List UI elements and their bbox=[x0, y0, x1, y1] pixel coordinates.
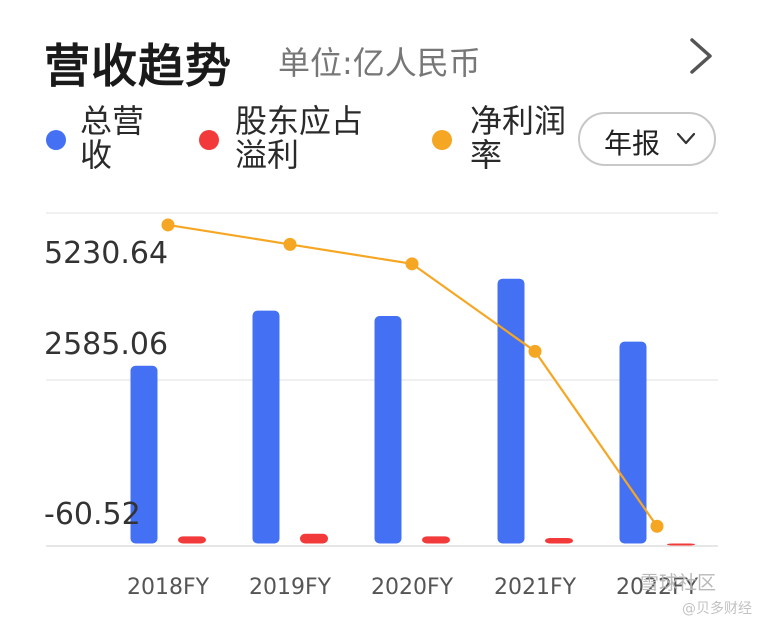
x-tick-label: 2022FY bbox=[616, 575, 699, 600]
y-tick-label: -60.52 bbox=[44, 497, 141, 532]
legend-dot-minority bbox=[199, 130, 219, 150]
y-tick-label: 2585.06 bbox=[44, 327, 168, 362]
legend-label-minority: 股东应占溢利 bbox=[235, 102, 364, 174]
y-tick-label: 5230.64 bbox=[44, 236, 168, 271]
legend-label-revenue: 总营收 bbox=[80, 102, 145, 174]
page-title: 营收趋势 bbox=[44, 39, 232, 93]
minority-bar bbox=[545, 538, 573, 544]
revenue-bar bbox=[497, 278, 525, 544]
watermark-author: @贝多财经 bbox=[682, 601, 752, 617]
revenue-bar bbox=[252, 310, 280, 544]
x-tick-label: 2018FY bbox=[127, 575, 210, 600]
chart-legend: 总营收 股东应占溢利 净利润率 bbox=[40, 104, 730, 184]
unit-label: 单位:亿人民币 bbox=[278, 44, 481, 82]
margin-point bbox=[283, 237, 297, 251]
revenue-bar bbox=[130, 365, 158, 544]
revenue-bar bbox=[374, 316, 402, 544]
x-tick-label: 2020FY bbox=[371, 575, 454, 600]
legend-dot-revenue bbox=[46, 130, 66, 150]
margin-point bbox=[405, 257, 419, 271]
legend-dot-margin bbox=[432, 130, 452, 150]
period-dropdown-label: 年报 bbox=[604, 127, 661, 160]
minority-bar bbox=[178, 536, 206, 544]
chevron-down-icon bbox=[676, 132, 696, 145]
x-tick-label: 2021FY bbox=[494, 575, 577, 600]
minority-bar bbox=[667, 543, 695, 546]
x-tick-label: 2019FY bbox=[249, 575, 332, 600]
chevron-right-icon[interactable] bbox=[680, 34, 720, 78]
margin-point bbox=[161, 218, 175, 232]
margin-point bbox=[528, 344, 542, 358]
period-dropdown[interactable]: 年报 bbox=[578, 112, 716, 166]
legend-label-margin: 净利润率 bbox=[470, 102, 567, 174]
margin-point bbox=[650, 519, 664, 533]
header: 营收趋势 单位:亿人民币 bbox=[44, 22, 724, 93]
minority-bar bbox=[422, 536, 450, 544]
revenue-bar bbox=[619, 341, 647, 544]
minority-bar bbox=[300, 533, 328, 544]
watermark-text: 雪球社区 bbox=[640, 572, 717, 594]
